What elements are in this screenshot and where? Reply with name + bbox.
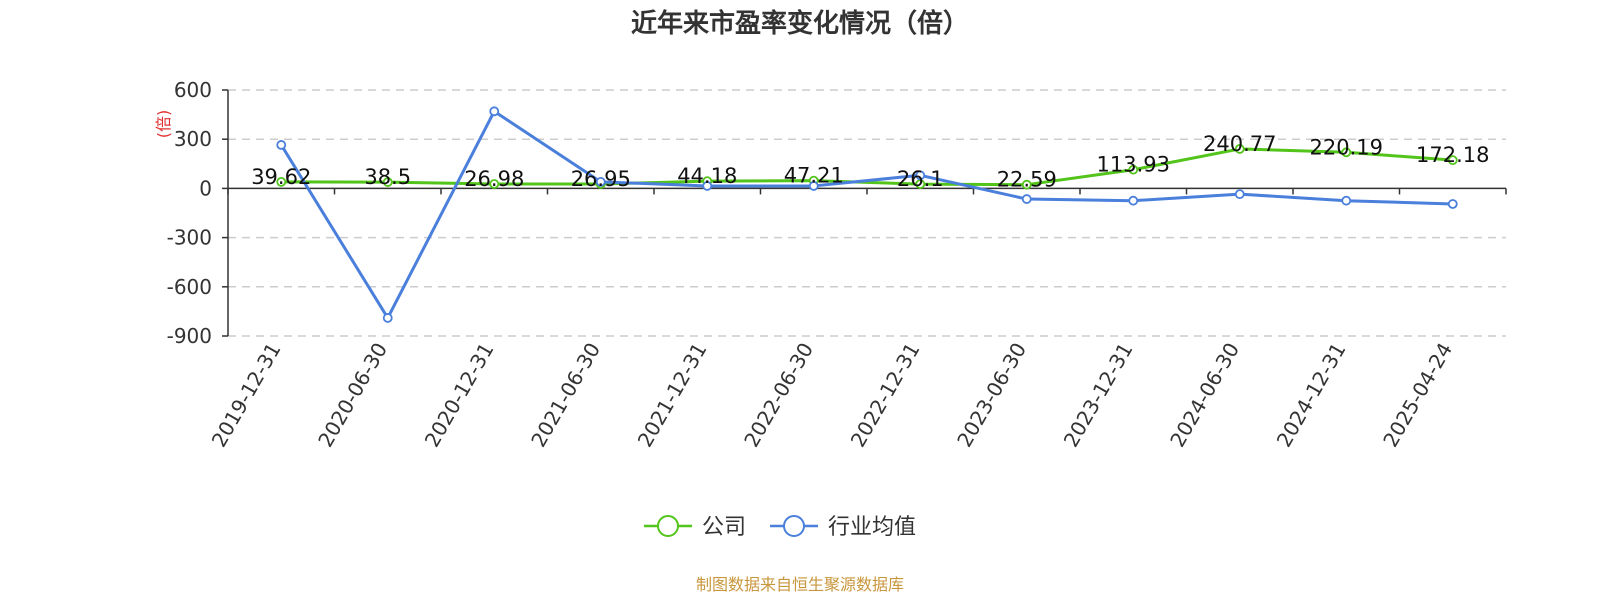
y-tick-label: -300 [167, 226, 212, 250]
data-label: 220.19 [1310, 135, 1383, 159]
data-point [276, 140, 287, 150]
data-point [1234, 144, 1245, 154]
data-point [1128, 195, 1139, 206]
legend-item[interactable]: 公司 [644, 515, 746, 540]
x-tick-label: 2021-12-31 [633, 339, 712, 452]
series-line-1 [279, 109, 1453, 320]
data-label: 172.18 [1416, 143, 1489, 167]
data-label: 26.1 [897, 167, 944, 191]
y-tick-label: 300 [174, 127, 212, 151]
data-point [489, 106, 500, 117]
data-labels: 39.62 38.5 26.98 26.95 44.18 47.21 26.1 22.59 11… [251, 132, 1489, 192]
legend-marker [783, 515, 805, 537]
y-tick-label: -600 [167, 275, 212, 299]
legend-marker [657, 515, 679, 537]
y-axis-unit-label: (倍) [154, 110, 173, 139]
y-tick-label: 0 [199, 176, 212, 200]
legend[interactable]: 公司 行业均值 [644, 515, 916, 540]
x-tick-label: 2022-06-30 [739, 339, 818, 452]
x-tick-label: 2023-06-30 [952, 339, 1031, 452]
data-point [1447, 199, 1458, 209]
data-label: 26.98 [464, 167, 524, 191]
x-tick-label: 2019-12-31 [207, 339, 286, 452]
data-point [276, 177, 287, 187]
series [276, 106, 1458, 323]
data-label: 22.59 [997, 168, 1057, 192]
data-point [808, 181, 819, 191]
legend-label: 行业均值 [828, 515, 916, 540]
series-line-0 [281, 147, 1453, 187]
data-point [1021, 179, 1032, 190]
x-tick-label: 2022-12-31 [846, 339, 925, 452]
data-label: 38.5 [364, 165, 411, 189]
data-point [489, 179, 500, 189]
x-tick-label: 2021-06-30 [526, 339, 605, 452]
source-note: 制图数据来自恒生聚源数据库 [696, 575, 904, 594]
data-label: 113.93 [1097, 153, 1170, 177]
data-point [1234, 189, 1245, 200]
x-tick-label: 2020-06-30 [313, 339, 392, 452]
data-point [382, 177, 393, 187]
y-tick-label: -900 [167, 324, 212, 348]
data-point [1341, 195, 1352, 206]
chart-title: 近年来市盈率变化情况（倍） [631, 8, 969, 39]
data-label: 44.18 [677, 164, 737, 188]
data-point [915, 170, 926, 181]
y-tick-label: 600 [174, 78, 212, 102]
data-point [1447, 155, 1458, 166]
data-label: 26.95 [571, 167, 631, 191]
data-point [702, 181, 713, 191]
x-tick-label: 2025-04-24 [1378, 339, 1457, 452]
x-tick-label: 2020-12-31 [420, 339, 499, 452]
x-tick-label: 2024-06-30 [1165, 339, 1244, 452]
legend-item[interactable]: 行业均值 [770, 515, 916, 540]
data-point [1128, 164, 1139, 175]
x-tick-label: 2023-12-31 [1059, 339, 1138, 452]
data-label: 47.21 [784, 164, 844, 188]
data-point [595, 176, 606, 187]
grid [228, 89, 1506, 337]
x-tick-label: 2024-12-31 [1272, 339, 1351, 452]
data-point [1021, 194, 1032, 204]
data-point [382, 313, 393, 323]
data-label: 240.77 [1203, 132, 1276, 156]
data-point [1341, 147, 1352, 158]
data-label: 39.62 [251, 165, 311, 189]
legend-label: 公司 [702, 515, 746, 540]
